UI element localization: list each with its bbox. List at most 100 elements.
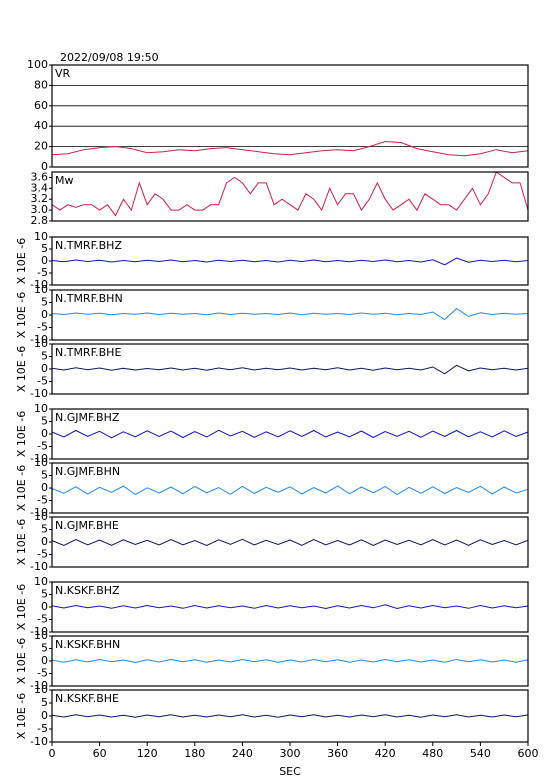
y-tick-label: 5 xyxy=(41,469,48,482)
legend-label: Mw xyxy=(55,174,74,187)
y-tick-label: 10 xyxy=(34,456,48,469)
legend-label: N.KSKF.BHE xyxy=(55,692,119,705)
y-tick-label: -10 xyxy=(30,735,48,748)
y-tick-label: -10 xyxy=(30,452,48,465)
y-tick-label: 10 xyxy=(34,510,48,523)
panel-frame xyxy=(51,462,529,514)
x-axis-label: SEC xyxy=(279,765,301,778)
panel-frame xyxy=(51,581,529,633)
trace-line xyxy=(51,257,529,266)
panel-frame xyxy=(51,635,529,687)
x-tick-label: 120 xyxy=(137,747,158,760)
x-tick-label: 0 xyxy=(49,747,56,760)
y-tick-label: 0 xyxy=(41,427,48,440)
legend-label: N.GJMF.BHN xyxy=(55,465,120,478)
trace-line xyxy=(51,714,529,718)
trace-line xyxy=(51,485,529,496)
y-tick-label: -5 xyxy=(37,440,48,453)
legend-label: N.TMRF.BHZ xyxy=(55,239,122,252)
trace-line xyxy=(51,538,529,547)
y-tick-label: 5 xyxy=(41,696,48,709)
x-tick-label: 60 xyxy=(93,747,107,760)
panel-frame xyxy=(51,408,529,460)
y-tick-label: 10 xyxy=(34,402,48,415)
legend-label: VR xyxy=(55,67,71,80)
y-axis-label: X 10E -6 xyxy=(15,346,28,392)
y-tick-label: 0 xyxy=(41,654,48,667)
y-tick-label: 5 xyxy=(41,242,48,255)
trace-line xyxy=(51,658,529,664)
panel-frame xyxy=(51,171,529,222)
y-tick-label: -5 xyxy=(37,321,48,334)
y-tick-label: -5 xyxy=(37,548,48,561)
trace-line xyxy=(51,604,529,610)
y-axis-label: X 10E -6 xyxy=(15,519,28,565)
y-axis-label: X 10E -6 xyxy=(15,411,28,457)
y-tick-label: 0 xyxy=(41,481,48,494)
legend-label: N.KSKF.BHZ xyxy=(55,584,120,597)
y-tick-label: 100 xyxy=(27,58,48,71)
y-tick-label: 5 xyxy=(41,642,48,655)
x-tick-label: 480 xyxy=(422,747,443,760)
y-tick-label: -5 xyxy=(37,494,48,507)
y-tick-label: 3.4 xyxy=(31,181,49,194)
y-tick-label: 3.2 xyxy=(31,192,49,205)
y-tick-label: -5 xyxy=(37,266,48,279)
y-tick-label: 20 xyxy=(34,140,48,153)
x-tick-label: 420 xyxy=(375,747,396,760)
trace-line xyxy=(51,171,529,217)
y-tick-label: 5 xyxy=(41,415,48,428)
y-tick-label: 10 xyxy=(34,683,48,696)
y-tick-label: 5 xyxy=(41,296,48,309)
y-tick-label: 0 xyxy=(41,160,48,173)
x-tick-label: 540 xyxy=(470,747,491,760)
y-tick-label: 10 xyxy=(34,283,48,296)
trace-line xyxy=(51,429,529,439)
y-tick-label: 3.0 xyxy=(31,203,49,216)
y-axis-label: X 10E -6 xyxy=(15,638,28,684)
y-tick-label: 0 xyxy=(41,600,48,613)
panel-frame xyxy=(51,64,529,168)
y-tick-label: 10 xyxy=(34,337,48,350)
y-tick-label: -10 xyxy=(30,387,48,400)
x-tick-label: 180 xyxy=(184,747,205,760)
y-tick-label: 0 xyxy=(41,254,48,267)
trace-line xyxy=(51,307,529,321)
y-tick-label: -10 xyxy=(30,278,48,291)
y-tick-label: -5 xyxy=(37,667,48,680)
legend-label: N.KSKF.BHN xyxy=(55,638,120,651)
y-tick-label: 10 xyxy=(34,575,48,588)
y-tick-label: 3.6 xyxy=(31,170,49,183)
y-tick-label: -10 xyxy=(30,679,48,692)
panel-frame xyxy=(51,343,529,395)
trace-line xyxy=(51,364,529,375)
panel-frame xyxy=(51,516,529,568)
chart-title: 2022/09/08 19:50 xyxy=(60,51,159,64)
y-tick-label: -10 xyxy=(30,625,48,638)
y-tick-label: 10 xyxy=(34,629,48,642)
x-tick-label: 300 xyxy=(280,747,301,760)
y-tick-label: 0 xyxy=(41,535,48,548)
y-tick-label: -5 xyxy=(37,613,48,626)
legend-label: N.TMRF.BHN xyxy=(55,292,123,305)
panel-frame xyxy=(51,236,529,286)
y-axis-label: X 10E -6 xyxy=(15,465,28,511)
y-tick-label: -10 xyxy=(30,560,48,573)
legend-label: N.TMRF.BHE xyxy=(55,346,121,359)
panel-frame xyxy=(51,689,529,743)
y-tick-label: -5 xyxy=(37,722,48,735)
trace-line xyxy=(51,140,529,157)
y-tick-label: -10 xyxy=(30,333,48,346)
y-axis-label: X 10E -6 xyxy=(15,238,28,284)
y-tick-label: 0 xyxy=(41,709,48,722)
y-tick-label: 40 xyxy=(34,119,48,132)
y-tick-label: 80 xyxy=(34,78,48,91)
y-tick-label: 60 xyxy=(34,99,48,112)
y-tick-label: -5 xyxy=(37,375,48,388)
legend-label: N.GJMF.BHZ xyxy=(55,411,120,424)
panel-frame xyxy=(51,289,529,341)
x-tick-label: 240 xyxy=(232,747,253,760)
x-tick-label: 360 xyxy=(327,747,348,760)
y-axis-label: X 10E -6 xyxy=(15,693,28,739)
